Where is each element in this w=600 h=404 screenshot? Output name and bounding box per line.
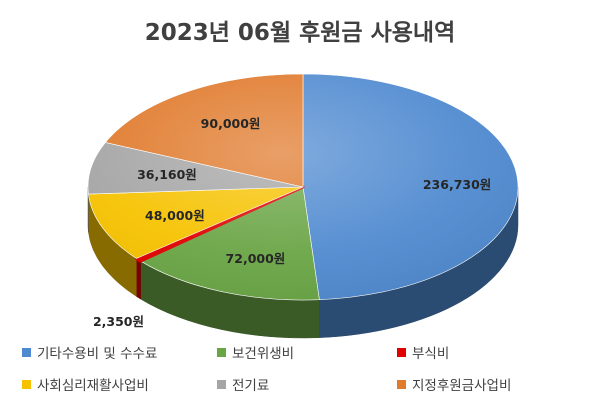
chart-title: 2023년 06월 후원금 사용내역 — [145, 20, 455, 46]
legend-item-rehab: 사회심리재활사업비 — [22, 372, 217, 396]
legend-swatch — [22, 380, 31, 389]
legend-label: 보건위생비 — [232, 342, 294, 362]
legend: 기타수용비 및 수수료 보건위생비 부식비 사회심리재활사업비 전기료 지정후원… — [22, 340, 592, 396]
data-label: 236,730원 — [423, 177, 491, 192]
legend-item-etc-fees: 기타수용비 및 수수료 — [22, 340, 217, 364]
legend-swatch — [397, 348, 406, 357]
legend-item-designated: 지정후원금사업비 — [397, 372, 592, 396]
slice-side — [136, 258, 140, 299]
data-label: 72,000원 — [226, 251, 286, 266]
legend-item-food: 부식비 — [397, 340, 592, 364]
legend-label: 부식비 — [412, 342, 449, 362]
legend-item-electricity: 전기료 — [217, 372, 397, 396]
legend-label: 사회심리재활사업비 — [37, 374, 149, 394]
legend-swatch — [397, 380, 406, 389]
data-label: 36,160원 — [137, 167, 197, 182]
legend-label: 전기료 — [232, 374, 269, 394]
data-label: 48,000원 — [145, 208, 205, 223]
legend-swatch — [217, 380, 226, 389]
legend-label: 기타수용비 및 수수료 — [37, 342, 157, 362]
legend-swatch — [217, 348, 226, 357]
data-label: 90,000원 — [201, 116, 261, 131]
legend-label: 지정후원금사업비 — [412, 374, 511, 394]
data-label: 2,350원 — [93, 314, 144, 329]
legend-item-health: 보건위생비 — [217, 340, 397, 364]
legend-swatch — [22, 348, 31, 357]
